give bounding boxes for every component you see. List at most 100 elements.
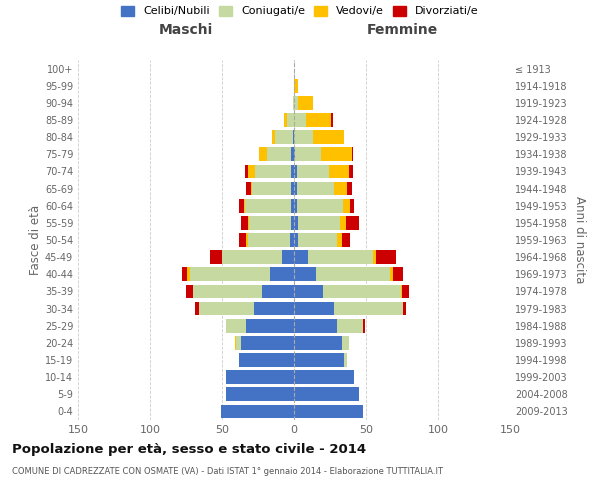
Bar [294, 388, 359, 401]
Bar [294, 336, 341, 349]
Y-axis label: Anni di nascita: Anni di nascita [573, 196, 586, 284]
Bar [226, 319, 247, 332]
Bar [373, 250, 376, 264]
Bar [403, 302, 406, 316]
Text: COMUNE DI CADREZZATE CON OSMATE (VA) - Dati ISTAT 1° gennaio 2014 - Elaborazione: COMUNE DI CADREZZATE CON OSMATE (VA) - D… [12, 468, 443, 476]
Bar [291, 182, 294, 196]
Bar [295, 148, 322, 161]
Bar [222, 250, 283, 264]
Bar [294, 404, 363, 418]
Bar [294, 96, 298, 110]
Bar [294, 233, 298, 247]
Bar [340, 216, 346, 230]
Bar [254, 302, 294, 316]
Bar [239, 233, 247, 247]
Bar [247, 182, 251, 196]
Bar [294, 130, 313, 144]
Bar [294, 79, 298, 92]
Bar [316, 268, 391, 281]
Bar [247, 319, 294, 332]
Bar [275, 130, 293, 144]
Bar [291, 199, 294, 212]
Text: Femmine: Femmine [367, 24, 437, 38]
Bar [291, 216, 294, 230]
Bar [294, 113, 305, 127]
Bar [236, 336, 241, 349]
Bar [251, 182, 252, 196]
Bar [199, 302, 254, 316]
Bar [294, 216, 298, 230]
Bar [235, 336, 236, 349]
Bar [248, 164, 255, 178]
Bar [226, 370, 294, 384]
Bar [350, 199, 355, 212]
Bar [297, 164, 329, 178]
Bar [334, 182, 347, 196]
Bar [239, 199, 244, 212]
Bar [291, 164, 294, 178]
Bar [294, 164, 297, 178]
Bar [221, 404, 294, 418]
Bar [337, 319, 363, 332]
Bar [248, 216, 250, 230]
Bar [347, 182, 352, 196]
Bar [363, 319, 365, 332]
Bar [297, 199, 343, 212]
Bar [252, 182, 291, 196]
Bar [255, 164, 291, 178]
Bar [337, 233, 341, 247]
Bar [294, 268, 316, 281]
Legend: Celibi/Nubili, Coniugati/e, Vedovi/e, Divorziati/e: Celibi/Nubili, Coniugati/e, Vedovi/e, Di… [121, 6, 479, 16]
Bar [298, 233, 337, 247]
Bar [247, 233, 248, 247]
Bar [187, 268, 190, 281]
Bar [239, 353, 294, 367]
Bar [329, 164, 349, 178]
Bar [245, 199, 291, 212]
Bar [294, 199, 297, 212]
Bar [349, 164, 353, 178]
Bar [190, 268, 269, 281]
Bar [283, 250, 294, 264]
Bar [401, 284, 402, 298]
Bar [272, 130, 275, 144]
Bar [182, 268, 187, 281]
Y-axis label: Fasce di età: Fasce di età [29, 205, 42, 275]
Bar [186, 284, 193, 298]
Bar [245, 164, 248, 178]
Bar [259, 148, 266, 161]
Bar [294, 319, 337, 332]
Bar [211, 250, 222, 264]
Bar [344, 353, 347, 367]
Bar [352, 148, 353, 161]
Text: Maschi: Maschi [159, 24, 213, 38]
Bar [294, 370, 355, 384]
Bar [294, 302, 334, 316]
Bar [322, 148, 352, 161]
Bar [244, 199, 245, 212]
Bar [402, 284, 409, 298]
Bar [293, 96, 294, 110]
Bar [346, 216, 359, 230]
Bar [266, 148, 291, 161]
Bar [294, 182, 297, 196]
Bar [323, 284, 401, 298]
Bar [394, 268, 403, 281]
Bar [391, 268, 394, 281]
Bar [291, 148, 294, 161]
Bar [250, 216, 291, 230]
Bar [343, 199, 350, 212]
Bar [294, 284, 323, 298]
Bar [305, 113, 331, 127]
Text: Popolazione per età, sesso e stato civile - 2014: Popolazione per età, sesso e stato civil… [12, 442, 366, 456]
Bar [248, 233, 290, 247]
Bar [294, 353, 344, 367]
Bar [298, 96, 313, 110]
Bar [262, 284, 294, 298]
Bar [298, 216, 340, 230]
Bar [287, 113, 294, 127]
Bar [341, 336, 349, 349]
Bar [290, 233, 294, 247]
Bar [341, 233, 350, 247]
Bar [294, 250, 308, 264]
